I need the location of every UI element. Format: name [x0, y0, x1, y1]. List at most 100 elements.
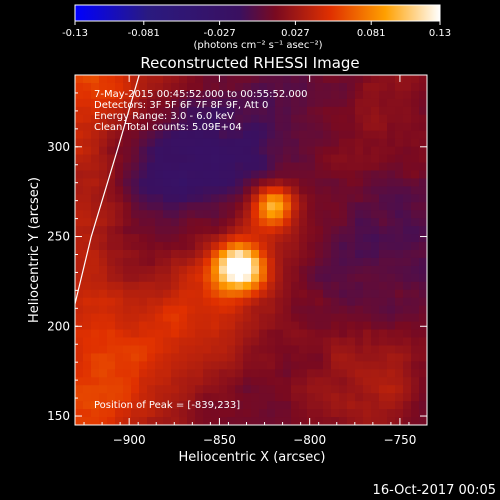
- heatmap-pixel: [283, 369, 292, 378]
- heatmap-pixel: [411, 321, 420, 331]
- heatmap-pixel: [267, 393, 276, 402]
- heatmap-pixel: [107, 273, 116, 283]
- heatmap-pixel: [291, 250, 300, 259]
- heatmap-pixel: [419, 281, 427, 291]
- heatmap-pixel: [363, 162, 372, 172]
- heatmap-pixel: [195, 385, 204, 394]
- heatmap-pixel: [403, 409, 412, 418]
- heatmap-pixel: [347, 130, 356, 140]
- heatmap-pixel: [331, 114, 340, 124]
- heatmap-pixel: [371, 273, 380, 283]
- heatmap-pixel: [339, 114, 348, 124]
- heatmap-pixel: [219, 194, 228, 203]
- heatmap-pixel: [251, 130, 260, 140]
- heatmap-pixel: [107, 305, 116, 315]
- heatmap-pixel: [331, 194, 340, 203]
- heatmap-pixel: [403, 265, 412, 275]
- heatmap-pixel: [115, 273, 124, 283]
- heatmap-pixel: [195, 345, 204, 355]
- heatmap-pixel: [91, 106, 100, 116]
- heatmap-pixel: [139, 202, 148, 211]
- heatmap-pixel: [99, 138, 108, 148]
- heatmap-pixel: [227, 353, 236, 362]
- heatmap-pixel: [243, 218, 252, 227]
- heatmap-pixel: [267, 186, 276, 195]
- heatmap-pixel: [219, 337, 228, 347]
- heatmap-pixel: [83, 337, 92, 347]
- heatmap-pixel: [131, 138, 140, 148]
- heatmap-pixel: [379, 361, 388, 370]
- heatmap-pixel: [99, 369, 108, 378]
- heatmap-pixel: [131, 361, 140, 370]
- heatmap-pixel: [331, 178, 340, 187]
- heatmap-pixel: [219, 210, 228, 219]
- heatmap-pixel: [283, 98, 292, 108]
- heatmap-pixel: [331, 393, 340, 402]
- heatmap-pixel: [163, 98, 172, 108]
- heatmap-pixel: [307, 138, 316, 148]
- heatmap-pixel: [411, 210, 420, 219]
- heatmap-pixel: [251, 337, 260, 347]
- heatmap-pixel: [291, 393, 300, 402]
- heatmap-pixel: [299, 353, 308, 362]
- heatmap-pixel: [115, 417, 124, 425]
- heatmap-pixel: [419, 194, 427, 203]
- heatmap-pixel: [123, 385, 132, 394]
- heatmap-pixel: [395, 265, 404, 275]
- heatmap-pixel: [259, 257, 268, 267]
- heatmap-pixel: [107, 98, 116, 108]
- heatmap-pixel: [323, 281, 332, 291]
- heatmap-pixel: [91, 146, 100, 156]
- heatmap-pixel: [291, 234, 300, 243]
- heatmap-pixel: [163, 138, 172, 148]
- heatmap-pixel: [107, 146, 116, 156]
- heatmap-pixel: [91, 242, 100, 251]
- heatmap-pixel: [219, 138, 228, 148]
- heatmap-pixel: [379, 194, 388, 203]
- heatmap-pixel: [387, 186, 396, 195]
- heatmap-pixel: [235, 297, 244, 307]
- heatmap-pixel: [315, 178, 324, 187]
- heatmap-pixel: [163, 273, 172, 283]
- heatmap-pixel: [267, 353, 276, 362]
- heatmap-pixel: [387, 385, 396, 394]
- heatmap-pixel: [275, 305, 284, 315]
- heatmap-pixel: [227, 122, 236, 132]
- heatmap-pixel: [307, 393, 316, 402]
- heatmap-pixel: [299, 82, 308, 92]
- heatmap-pixel: [227, 345, 236, 355]
- heatmap-pixel: [211, 202, 220, 211]
- heatmap-pixel: [267, 210, 276, 219]
- heatmap-pixel: [363, 401, 372, 410]
- x-tick-label: −850: [203, 433, 236, 447]
- heatmap-pixel: [339, 401, 348, 410]
- heatmap-pixel: [155, 242, 164, 251]
- heatmap-pixel: [371, 369, 380, 378]
- heatmap-pixel: [115, 353, 124, 362]
- heatmap-pixel: [403, 130, 412, 140]
- heatmap-pixel: [419, 297, 427, 307]
- heatmap-pixel: [187, 329, 196, 339]
- heatmap-pixel: [107, 106, 116, 116]
- heatmap-pixel: [179, 345, 188, 355]
- heatmap-pixel: [379, 106, 388, 116]
- heatmap-pixel: [163, 265, 172, 275]
- heatmap-pixel: [283, 361, 292, 370]
- heatmap-pixel: [147, 122, 156, 132]
- heatmap-pixel: [155, 114, 164, 124]
- heatmap-pixel: [331, 250, 340, 259]
- heatmap-pixel: [403, 289, 412, 299]
- heatmap-pixel: [115, 170, 124, 180]
- heatmap-pixel: [139, 130, 148, 140]
- heatmap-pixel: [403, 385, 412, 394]
- heatmap-pixel: [355, 417, 364, 425]
- heatmap-pixel: [195, 281, 204, 291]
- heatmap-pixel: [227, 170, 236, 180]
- heatmap-pixel: [227, 401, 236, 410]
- heatmap-pixel: [251, 210, 260, 219]
- heatmap-pixel: [331, 106, 340, 116]
- heatmap-pixel: [83, 226, 92, 235]
- colorbar-tick-label: 0.027: [281, 28, 310, 39]
- heatmap-pixel: [315, 257, 324, 267]
- heatmap-pixel: [91, 90, 100, 100]
